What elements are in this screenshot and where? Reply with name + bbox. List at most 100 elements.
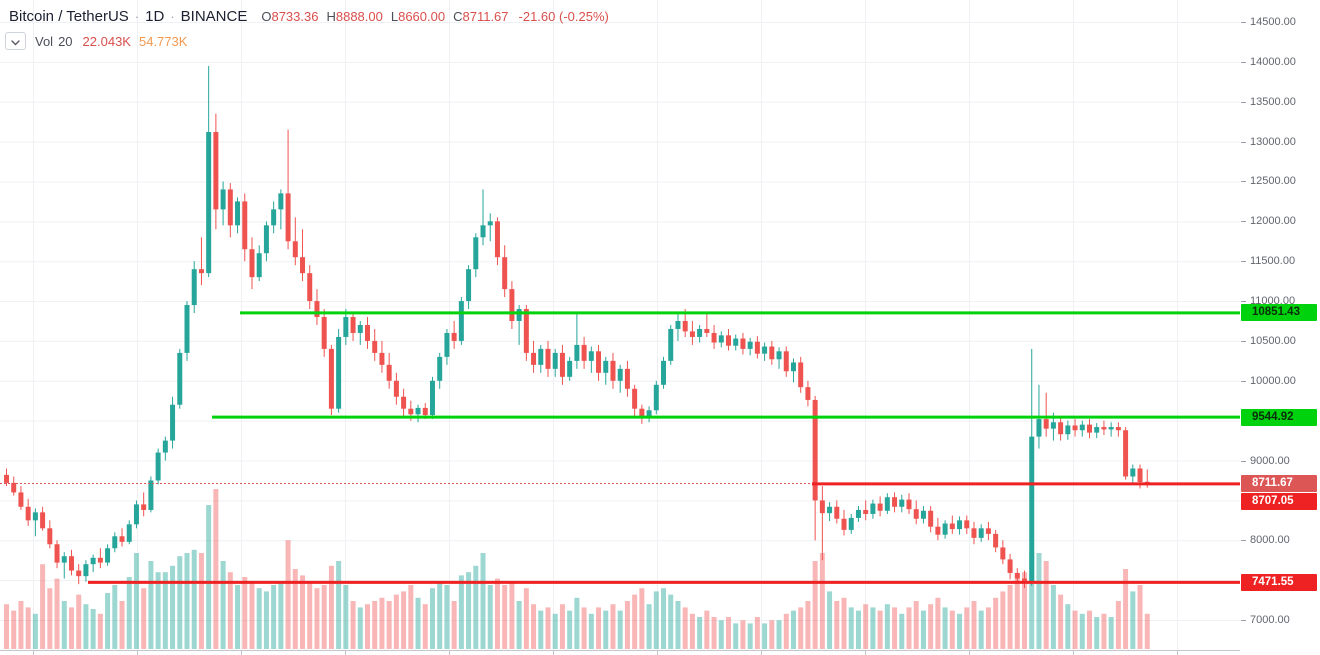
volume-bar (610, 604, 616, 649)
volume-bar (1050, 585, 1056, 649)
low-value: 8660.00 (398, 9, 446, 24)
volume-bar (935, 597, 941, 649)
volume-bar (1029, 553, 1035, 649)
exchange[interactable]: BINANCE (180, 8, 248, 25)
candle (386, 364, 392, 381)
price-tick-label: 12500.00 (1240, 174, 1296, 188)
volume-bar (653, 591, 659, 649)
candle (314, 301, 320, 318)
candle (711, 332, 717, 343)
candle (148, 480, 154, 510)
candle (906, 499, 912, 510)
volume-bar (379, 597, 385, 649)
ohlc-readout: O8733.36 H8888.00 L8660.00 C8711.67 (261, 9, 516, 24)
candle (83, 564, 89, 577)
candle (747, 341, 753, 349)
volume-bar (263, 591, 269, 649)
candle (892, 497, 898, 507)
price-change: -21.60 (-0.25%) (518, 9, 609, 24)
candle (25, 506, 31, 521)
candle (177, 352, 183, 405)
candle (913, 509, 919, 519)
volume-bar (227, 572, 233, 649)
candle (964, 520, 970, 529)
volume-bar (855, 610, 861, 649)
candle (920, 510, 926, 519)
volume-bar (235, 585, 241, 649)
candle (300, 257, 306, 274)
candle (935, 526, 941, 535)
price-tick-label: 13500.00 (1240, 95, 1296, 109)
candle (1029, 436, 1035, 584)
close-label: C (453, 9, 463, 24)
candle (957, 520, 963, 530)
interval[interactable]: 1D (145, 8, 165, 25)
candle (126, 524, 132, 542)
low-label: L (390, 9, 399, 24)
volume-bar (285, 540, 291, 649)
volume-bar (170, 565, 176, 649)
collapse-legend-button[interactable] (5, 32, 26, 50)
candle (1072, 425, 1078, 431)
candle (863, 509, 869, 514)
candle (365, 324, 370, 341)
open-value: 8733.36 (271, 9, 319, 24)
time-axis[interactable] (0, 650, 1320, 655)
price-tick-label: 10000.00 (1240, 374, 1296, 388)
volume-bar (307, 581, 313, 649)
candle (870, 503, 876, 514)
candle (545, 348, 551, 369)
volume-bar (97, 613, 103, 649)
candle (704, 328, 710, 333)
candle (552, 352, 558, 369)
volume-bar (1115, 601, 1121, 649)
chevron-down-icon (11, 34, 20, 49)
candle (531, 352, 537, 365)
volume-bar (783, 613, 789, 649)
volume-bar (1007, 585, 1013, 649)
volume-legend: Vol 20 22.043K 54.773K (5, 32, 187, 50)
volume-bar (675, 601, 681, 649)
candle (682, 321, 688, 332)
candle (401, 396, 407, 409)
candle (538, 348, 544, 365)
volume-bar (870, 607, 876, 649)
volume-bar (863, 604, 869, 649)
volume-bar (1000, 591, 1006, 649)
volume-bar (141, 588, 147, 649)
high-value: 8888.00 (335, 9, 383, 24)
candle (213, 132, 219, 210)
volume-bar (155, 572, 161, 649)
candle (1050, 422, 1056, 429)
volume-bar (668, 594, 674, 649)
volume-bar (494, 578, 500, 649)
price-tick-label: 14500.00 (1240, 15, 1296, 29)
volume-bar (133, 553, 139, 649)
volume-bar (906, 607, 912, 649)
volume-bar (726, 617, 731, 649)
symbol-title[interactable]: Bitcoin / TetherUS (9, 8, 129, 25)
volume-bar (704, 610, 710, 649)
candle (90, 557, 96, 565)
volume-bar (957, 613, 963, 649)
candle (646, 410, 652, 418)
volume-period: 20 (58, 33, 73, 49)
candle (783, 351, 789, 372)
volume-bar (711, 617, 717, 649)
volume-bar (32, 613, 38, 649)
candle (437, 356, 443, 381)
separator: · (134, 9, 140, 24)
candle (1094, 427, 1100, 433)
candle (726, 335, 731, 346)
candle (596, 351, 602, 373)
volume-bar (4, 604, 9, 649)
candle (328, 348, 334, 409)
volume-bar (567, 610, 573, 649)
candle (1123, 430, 1129, 477)
candle (754, 341, 760, 354)
volume-bar (689, 613, 695, 649)
price-axis[interactable]: 14500.00 14000.00 13500.00 13000.00 12500.00… (1240, 0, 1320, 655)
candle (841, 518, 847, 530)
volume-bar (278, 581, 284, 649)
